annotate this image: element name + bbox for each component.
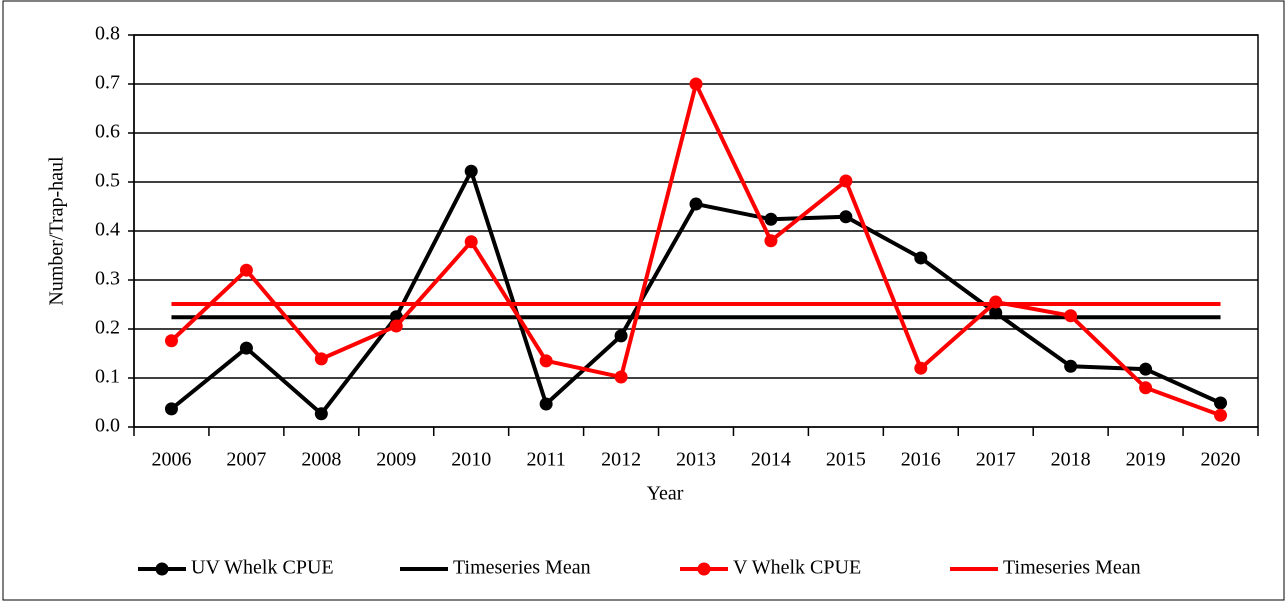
- plot-frame: [133, 34, 1259, 428]
- series-marker: [689, 197, 703, 211]
- series-marker: [314, 407, 328, 421]
- y-tick-label: 0.8: [95, 23, 120, 45]
- series-marker: [1214, 408, 1228, 422]
- y-tick-label: 0.4: [95, 219, 120, 241]
- legend-label: V Whelk CPUE: [733, 557, 861, 579]
- x-tick-label: 2013: [676, 449, 716, 471]
- legend-label: UV Whelk CPUE: [191, 557, 334, 579]
- x-tick-label: 2006: [151, 449, 191, 471]
- x-tick-label: 2010: [451, 449, 491, 471]
- series-marker: [539, 397, 553, 411]
- series-marker: [764, 234, 778, 248]
- x-tick-label: 2007: [226, 449, 266, 471]
- legend-marker: [697, 562, 711, 576]
- x-axis-title: Year: [647, 483, 684, 505]
- y-axis-title: Number/Trap-haul: [46, 156, 68, 306]
- series-marker: [1214, 396, 1228, 410]
- x-tick-label: 2020: [1201, 449, 1241, 471]
- y-tick-label: 0.5: [95, 170, 120, 192]
- series-marker: [1064, 359, 1078, 373]
- series-marker: [764, 212, 778, 226]
- series-marker: [389, 319, 403, 333]
- series-marker: [689, 77, 703, 91]
- series-marker: [614, 329, 628, 343]
- x-tick-label: 2008: [301, 449, 341, 471]
- series-marker: [1139, 362, 1153, 376]
- series-marker: [239, 341, 253, 355]
- series-marker: [839, 174, 853, 188]
- series-marker: [239, 263, 253, 277]
- y-tick-label: 0.6: [95, 121, 120, 143]
- legend-label: Timeseries Mean: [453, 557, 591, 579]
- series-marker: [1139, 381, 1153, 395]
- series-marker: [914, 251, 928, 265]
- x-tick-label: 2019: [1126, 449, 1166, 471]
- x-tick-label: 2012: [601, 449, 641, 471]
- legend-marker: [155, 562, 169, 576]
- x-tick-label: 2017: [976, 449, 1016, 471]
- x-tick-label: 2016: [901, 449, 941, 471]
- series-marker: [464, 164, 478, 178]
- y-tick-label: 0.1: [95, 366, 120, 388]
- series-marker: [464, 235, 478, 249]
- x-tick-label: 2011: [527, 449, 566, 471]
- x-tick-label: 2009: [376, 449, 416, 471]
- series-marker: [164, 334, 178, 348]
- series-marker: [314, 352, 328, 366]
- series-marker: [839, 210, 853, 224]
- y-tick-label: 0.0: [95, 415, 120, 437]
- x-tick-label: 2014: [751, 449, 791, 471]
- y-tick-label: 0.2: [95, 317, 120, 339]
- series-marker: [614, 370, 628, 384]
- x-tick-label: 2018: [1051, 449, 1091, 471]
- series-marker: [539, 354, 553, 368]
- x-tick-label: 2015: [826, 449, 866, 471]
- series-marker: [1064, 309, 1078, 323]
- y-tick-label: 0.3: [95, 268, 120, 290]
- series-marker: [914, 361, 928, 375]
- y-tick-label: 0.7: [95, 72, 120, 94]
- series-marker: [164, 402, 178, 416]
- legend-label: Timeseries Mean: [1003, 557, 1141, 579]
